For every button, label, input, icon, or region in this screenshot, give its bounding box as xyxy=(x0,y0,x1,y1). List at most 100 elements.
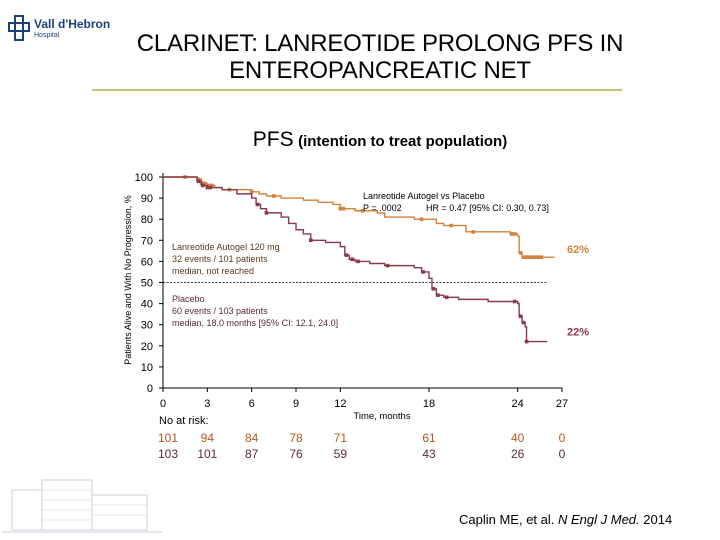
censor-mark xyxy=(449,223,453,228)
x-tick-label: 18 xyxy=(423,398,435,410)
at-risk-placebo-value: 26 xyxy=(511,447,525,461)
at-risk-lanreotide-value: 101 xyxy=(158,431,178,445)
censor-mark xyxy=(338,206,343,211)
censor-mark xyxy=(255,202,260,207)
citation-journal: N Engl J Med. xyxy=(558,512,640,527)
x-tick-label: 24 xyxy=(512,398,524,410)
x-tick-label: 0 xyxy=(160,398,166,410)
censor-mark xyxy=(308,238,313,243)
y-tick-label: 10 xyxy=(141,362,153,374)
censor-mark xyxy=(421,270,425,274)
y-tick-label: 90 xyxy=(141,193,153,205)
y-tick-label: 100 xyxy=(135,172,153,184)
censor-mark xyxy=(524,255,529,259)
censor-mark xyxy=(431,287,436,291)
censor-mark xyxy=(518,251,523,255)
censor-mark xyxy=(385,263,390,268)
lanreotide-events: 32 events / 101 patients xyxy=(172,254,268,264)
censor-mark xyxy=(249,189,254,194)
x-tick-label: 9 xyxy=(293,398,299,410)
subtitle-main: PFS xyxy=(252,128,294,151)
censor-mark xyxy=(512,299,517,304)
y-tick-label: 50 xyxy=(141,278,153,290)
placebo-events: 60 events / 103 patients xyxy=(172,306,268,316)
censor-mark xyxy=(344,253,349,257)
censor-mark xyxy=(530,255,535,259)
x-axis-label: Time, months xyxy=(353,411,410,422)
censor-mark xyxy=(521,320,526,325)
censor-mark xyxy=(205,185,210,190)
subtitle-sub: (intention to treat population) xyxy=(298,133,508,150)
at-risk-lanreotide-value: 0 xyxy=(559,431,566,445)
page-title: CLARINET: LANREOTIDE PROLONG PFS IN ENTE… xyxy=(80,30,680,84)
censor-mark xyxy=(533,255,538,259)
at-risk-placebo-value: 0 xyxy=(559,447,566,461)
at-risk-lanreotide-value: 78 xyxy=(289,431,303,445)
y-tick-label: 60 xyxy=(141,256,153,268)
y-axis-label: Patients Alive and With No Progression, … xyxy=(123,195,133,365)
censor-mark xyxy=(201,183,205,188)
at-risk-lanreotide-value: 61 xyxy=(422,431,436,445)
censor-mark xyxy=(356,259,360,264)
censor-mark xyxy=(419,217,424,221)
censor-mark xyxy=(536,255,541,259)
citation: Caplin ME, et al. N Engl J Med. 2014 xyxy=(459,512,672,527)
censor-mark xyxy=(208,185,213,190)
censor-mark xyxy=(539,255,544,259)
at-risk-lanreotide-value: 94 xyxy=(201,431,215,445)
at-risk-lanreotide-value: 71 xyxy=(334,431,348,445)
at-risk-placebo-value: 43 xyxy=(422,447,436,461)
y-tick-label: 40 xyxy=(141,299,153,311)
hospital-building-watermark xyxy=(2,479,162,533)
citation-authors: Caplin ME, et al. xyxy=(459,512,555,527)
x-tick-label: 27 xyxy=(556,398,568,410)
lanreotide-median: median, not reached xyxy=(172,266,254,276)
chart-subtitle: PFS (intention to treat population) xyxy=(120,128,640,152)
censor-mark xyxy=(527,255,532,259)
censor-mark xyxy=(272,194,276,198)
hazard-ratio: HR = 0.47 [95% CI: 0.30, 0.73] xyxy=(426,203,549,213)
at-risk-placebo-value: 59 xyxy=(334,447,348,461)
logo-subtext: Hospital xyxy=(34,32,60,39)
censor-mark xyxy=(209,183,214,188)
citation-year: 2014 xyxy=(643,512,673,527)
logo-text: Vall d'Hebron xyxy=(34,17,111,31)
placebo-median: median, 18.0 months [95% CI: 12.1, 24.0] xyxy=(172,318,338,328)
end-label-placebo: 22% xyxy=(567,327,589,339)
y-tick-label: 30 xyxy=(141,320,153,332)
censor-mark xyxy=(350,257,354,262)
censor-mark xyxy=(264,211,269,215)
cross-icon xyxy=(8,15,30,41)
at-risk-lanreotide-value: 40 xyxy=(511,431,525,445)
at-risk-label: No at risk: xyxy=(159,415,209,427)
at-risk-lanreotide-value: 84 xyxy=(245,431,259,445)
censor-mark xyxy=(436,293,440,297)
censor-mark xyxy=(444,295,449,300)
placebo-label: Placebo xyxy=(172,294,205,304)
y-tick-label: 80 xyxy=(141,214,153,226)
at-risk-placebo-value: 87 xyxy=(245,447,259,461)
title-line-2: ENTEROPANCREATIC NET xyxy=(229,57,531,84)
y-tick-label: 0 xyxy=(147,383,153,395)
p-value: P = .0002 xyxy=(363,203,402,213)
censor-mark xyxy=(196,179,201,184)
censor-mark xyxy=(341,206,346,211)
at-risk-placebo-value: 103 xyxy=(158,447,178,461)
x-tick-label: 3 xyxy=(204,398,210,410)
censor-mark xyxy=(518,314,523,319)
censor-mark xyxy=(196,177,201,181)
censor-mark xyxy=(207,183,211,188)
censor-mark xyxy=(509,232,514,236)
x-tick-label: 6 xyxy=(249,398,255,410)
at-risk-placebo-value: 101 xyxy=(197,447,217,461)
censor-mark xyxy=(360,208,365,213)
censor-mark xyxy=(471,230,476,234)
x-tick-label: 12 xyxy=(334,398,346,410)
end-label-lanreotide: 62% xyxy=(567,244,589,256)
at-risk-placebo-value: 76 xyxy=(289,447,303,461)
hospital-logo: Vall d'Hebron Hospital xyxy=(4,6,122,48)
title-divider xyxy=(92,89,622,91)
y-tick-label: 20 xyxy=(141,341,153,353)
y-tick-label: 70 xyxy=(141,235,153,247)
